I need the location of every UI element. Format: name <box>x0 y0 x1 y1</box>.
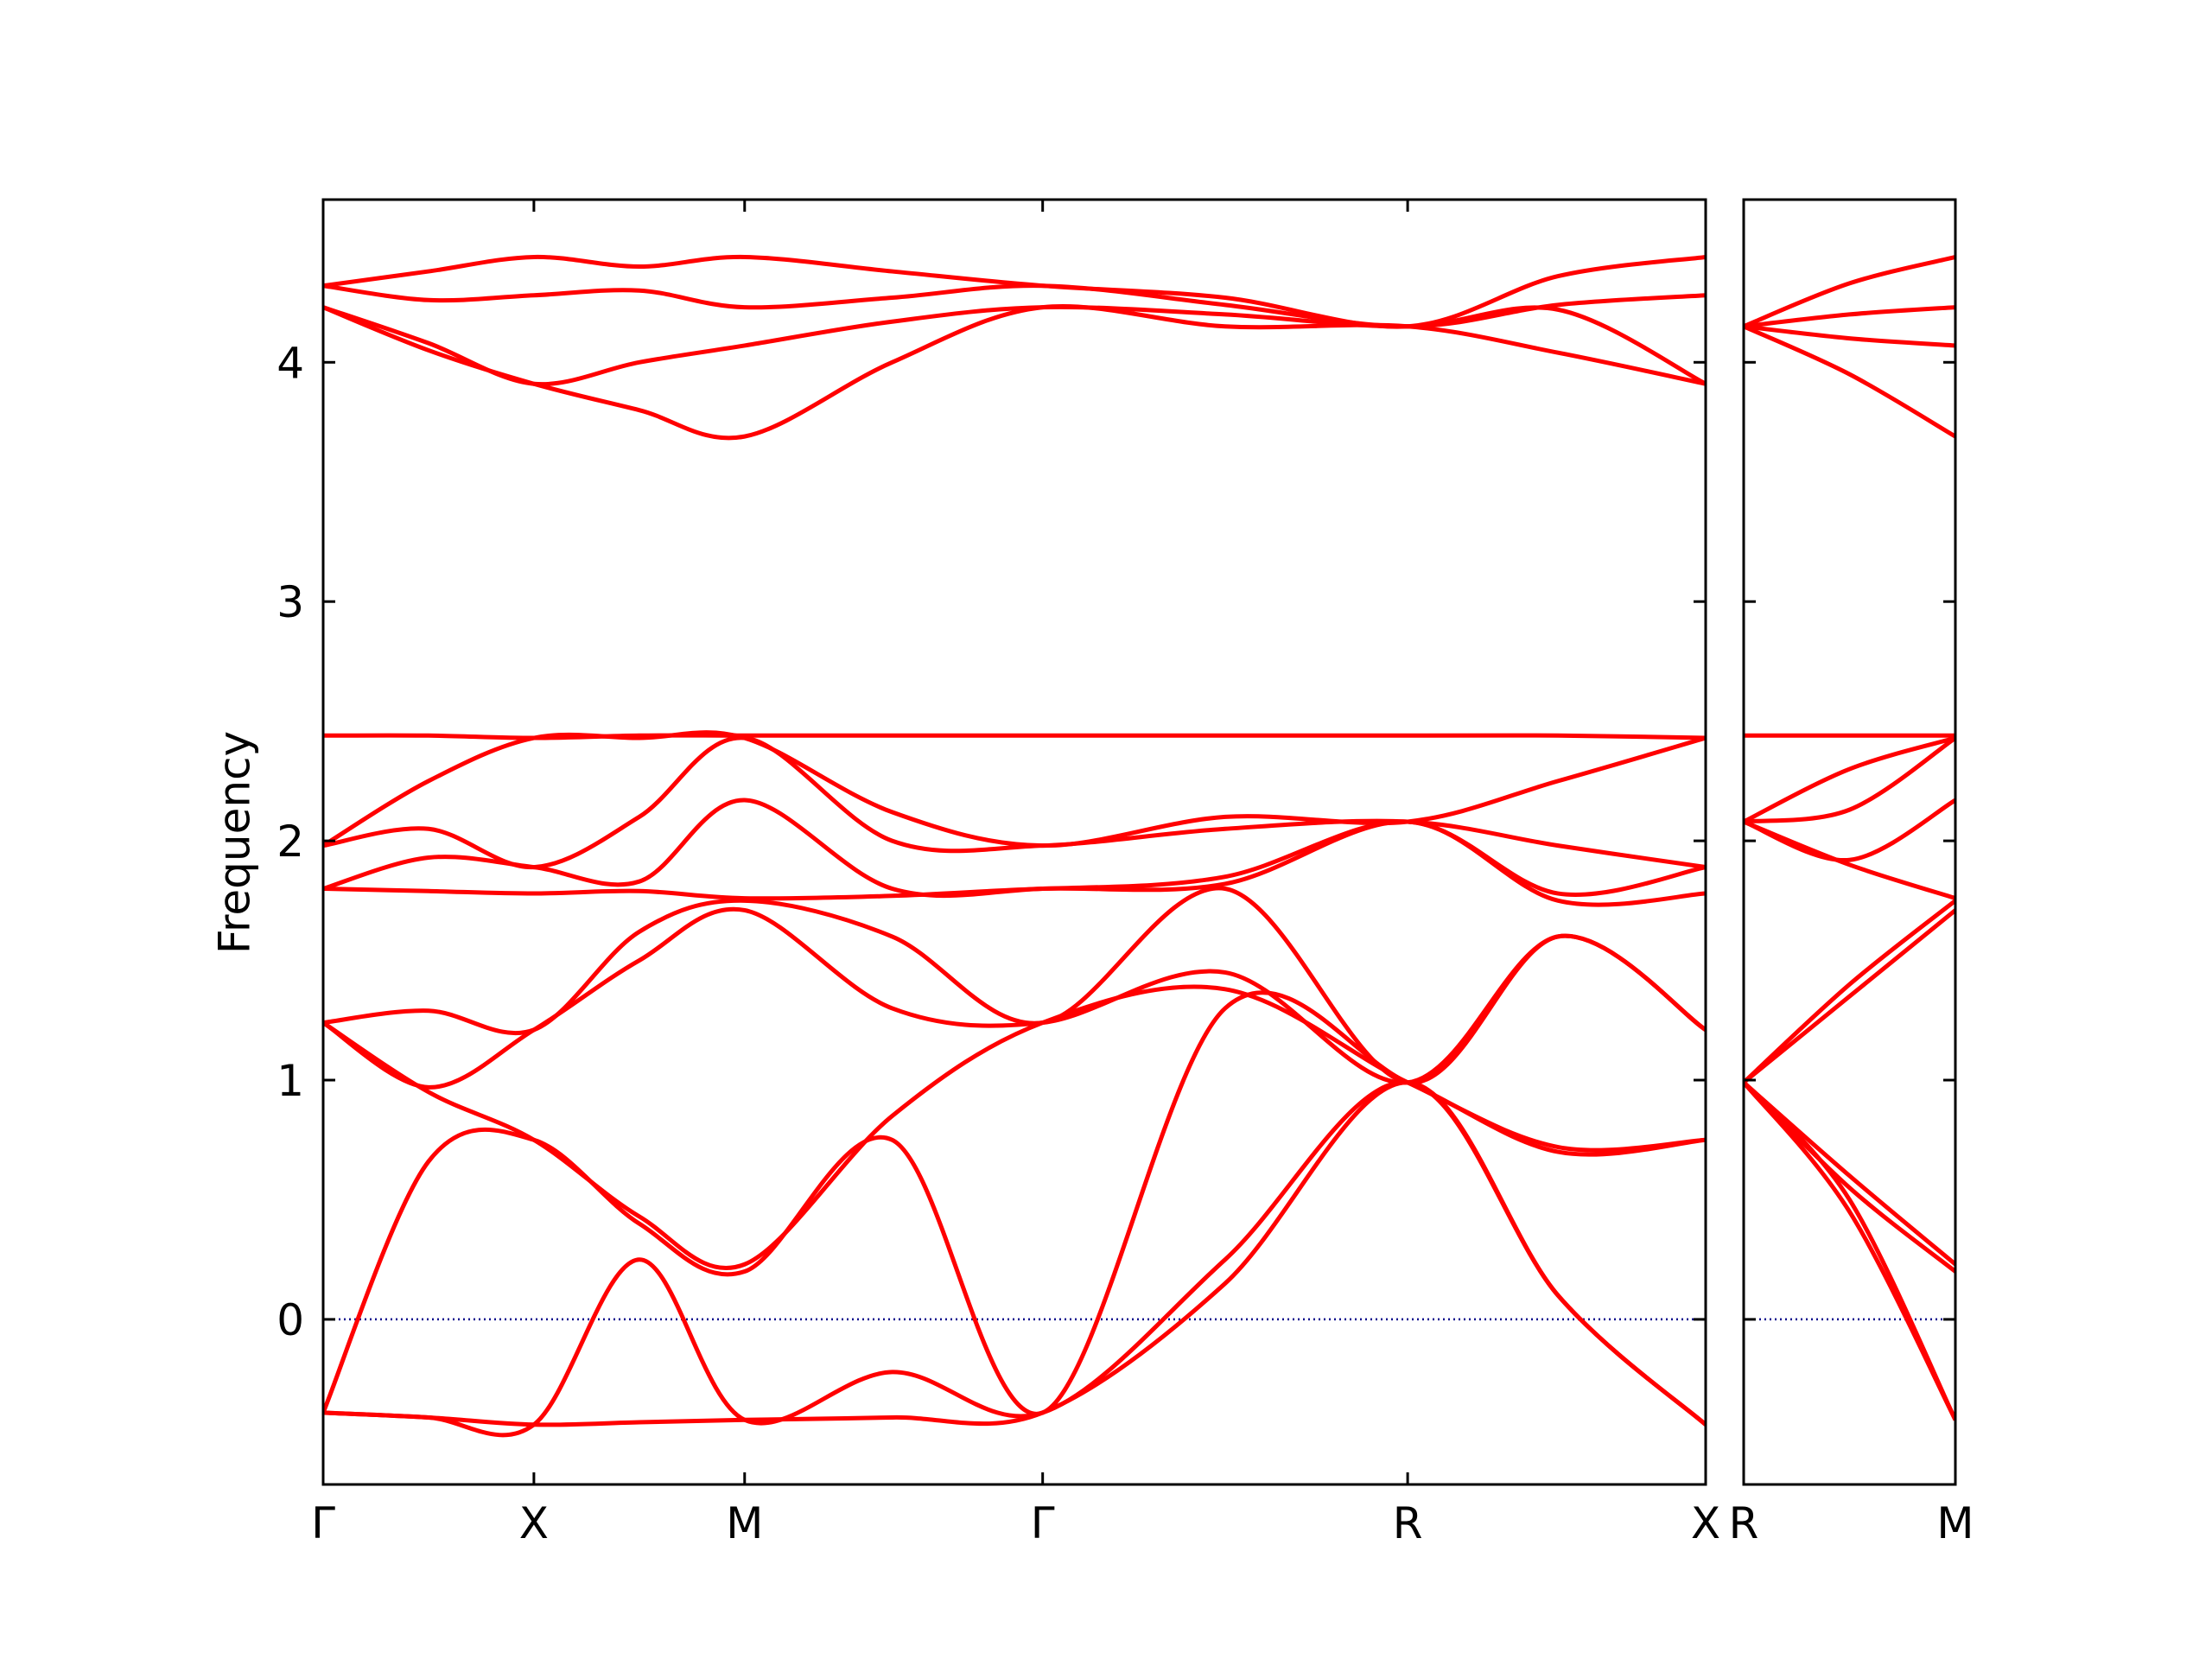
band-line <box>1744 735 1955 824</box>
band-line <box>323 990 1706 1416</box>
band-line <box>1744 1081 1955 1274</box>
axes-frame <box>1742 198 1957 1486</box>
band-line <box>1744 735 1955 824</box>
x-tick-label: X <box>519 1498 549 1548</box>
y-tick-label: 4 <box>276 338 304 388</box>
x-tick-label: R <box>1729 1498 1759 1548</box>
x-tick-label: M <box>1936 1498 1974 1548</box>
band-line <box>323 283 1706 329</box>
band-line <box>323 984 1706 1271</box>
band-line <box>1744 305 1955 329</box>
x-tick-label: R <box>1393 1498 1423 1548</box>
band-line <box>1744 324 1955 348</box>
y-axis-label: Frequency <box>210 731 260 954</box>
plot-area <box>323 254 1706 1438</box>
band-line <box>323 886 1706 1085</box>
band-line <box>323 303 1706 441</box>
band-line <box>323 906 1706 1090</box>
band-line <box>1744 899 1955 1084</box>
band-line <box>1744 324 1955 439</box>
y-tick-label: 0 <box>276 1295 304 1345</box>
band-line <box>1744 1081 1955 1421</box>
band-line <box>1744 798 1955 862</box>
x-tick-label: Γ <box>1031 1498 1055 1548</box>
x-tick-label: M <box>726 1498 763 1548</box>
x-tick-label: Γ <box>311 1498 335 1548</box>
band-line <box>1744 1080 1955 1267</box>
band-line <box>1744 1081 1955 1421</box>
x-tick-label: X <box>1691 1498 1720 1548</box>
band-line <box>323 733 1706 741</box>
band-line <box>1744 908 1955 1084</box>
band-line <box>323 304 1706 387</box>
y-tick-label: 1 <box>276 1056 304 1106</box>
band-line <box>323 730 1706 849</box>
plot-area <box>1744 255 1955 1421</box>
y-tick-label: 3 <box>276 577 304 627</box>
y-tick-label: 2 <box>276 817 304 867</box>
band-line <box>323 254 1706 329</box>
band-line <box>1744 255 1955 329</box>
band-line <box>323 1080 1706 1427</box>
band-line <box>323 1080 1706 1438</box>
band-line <box>323 735 1706 870</box>
